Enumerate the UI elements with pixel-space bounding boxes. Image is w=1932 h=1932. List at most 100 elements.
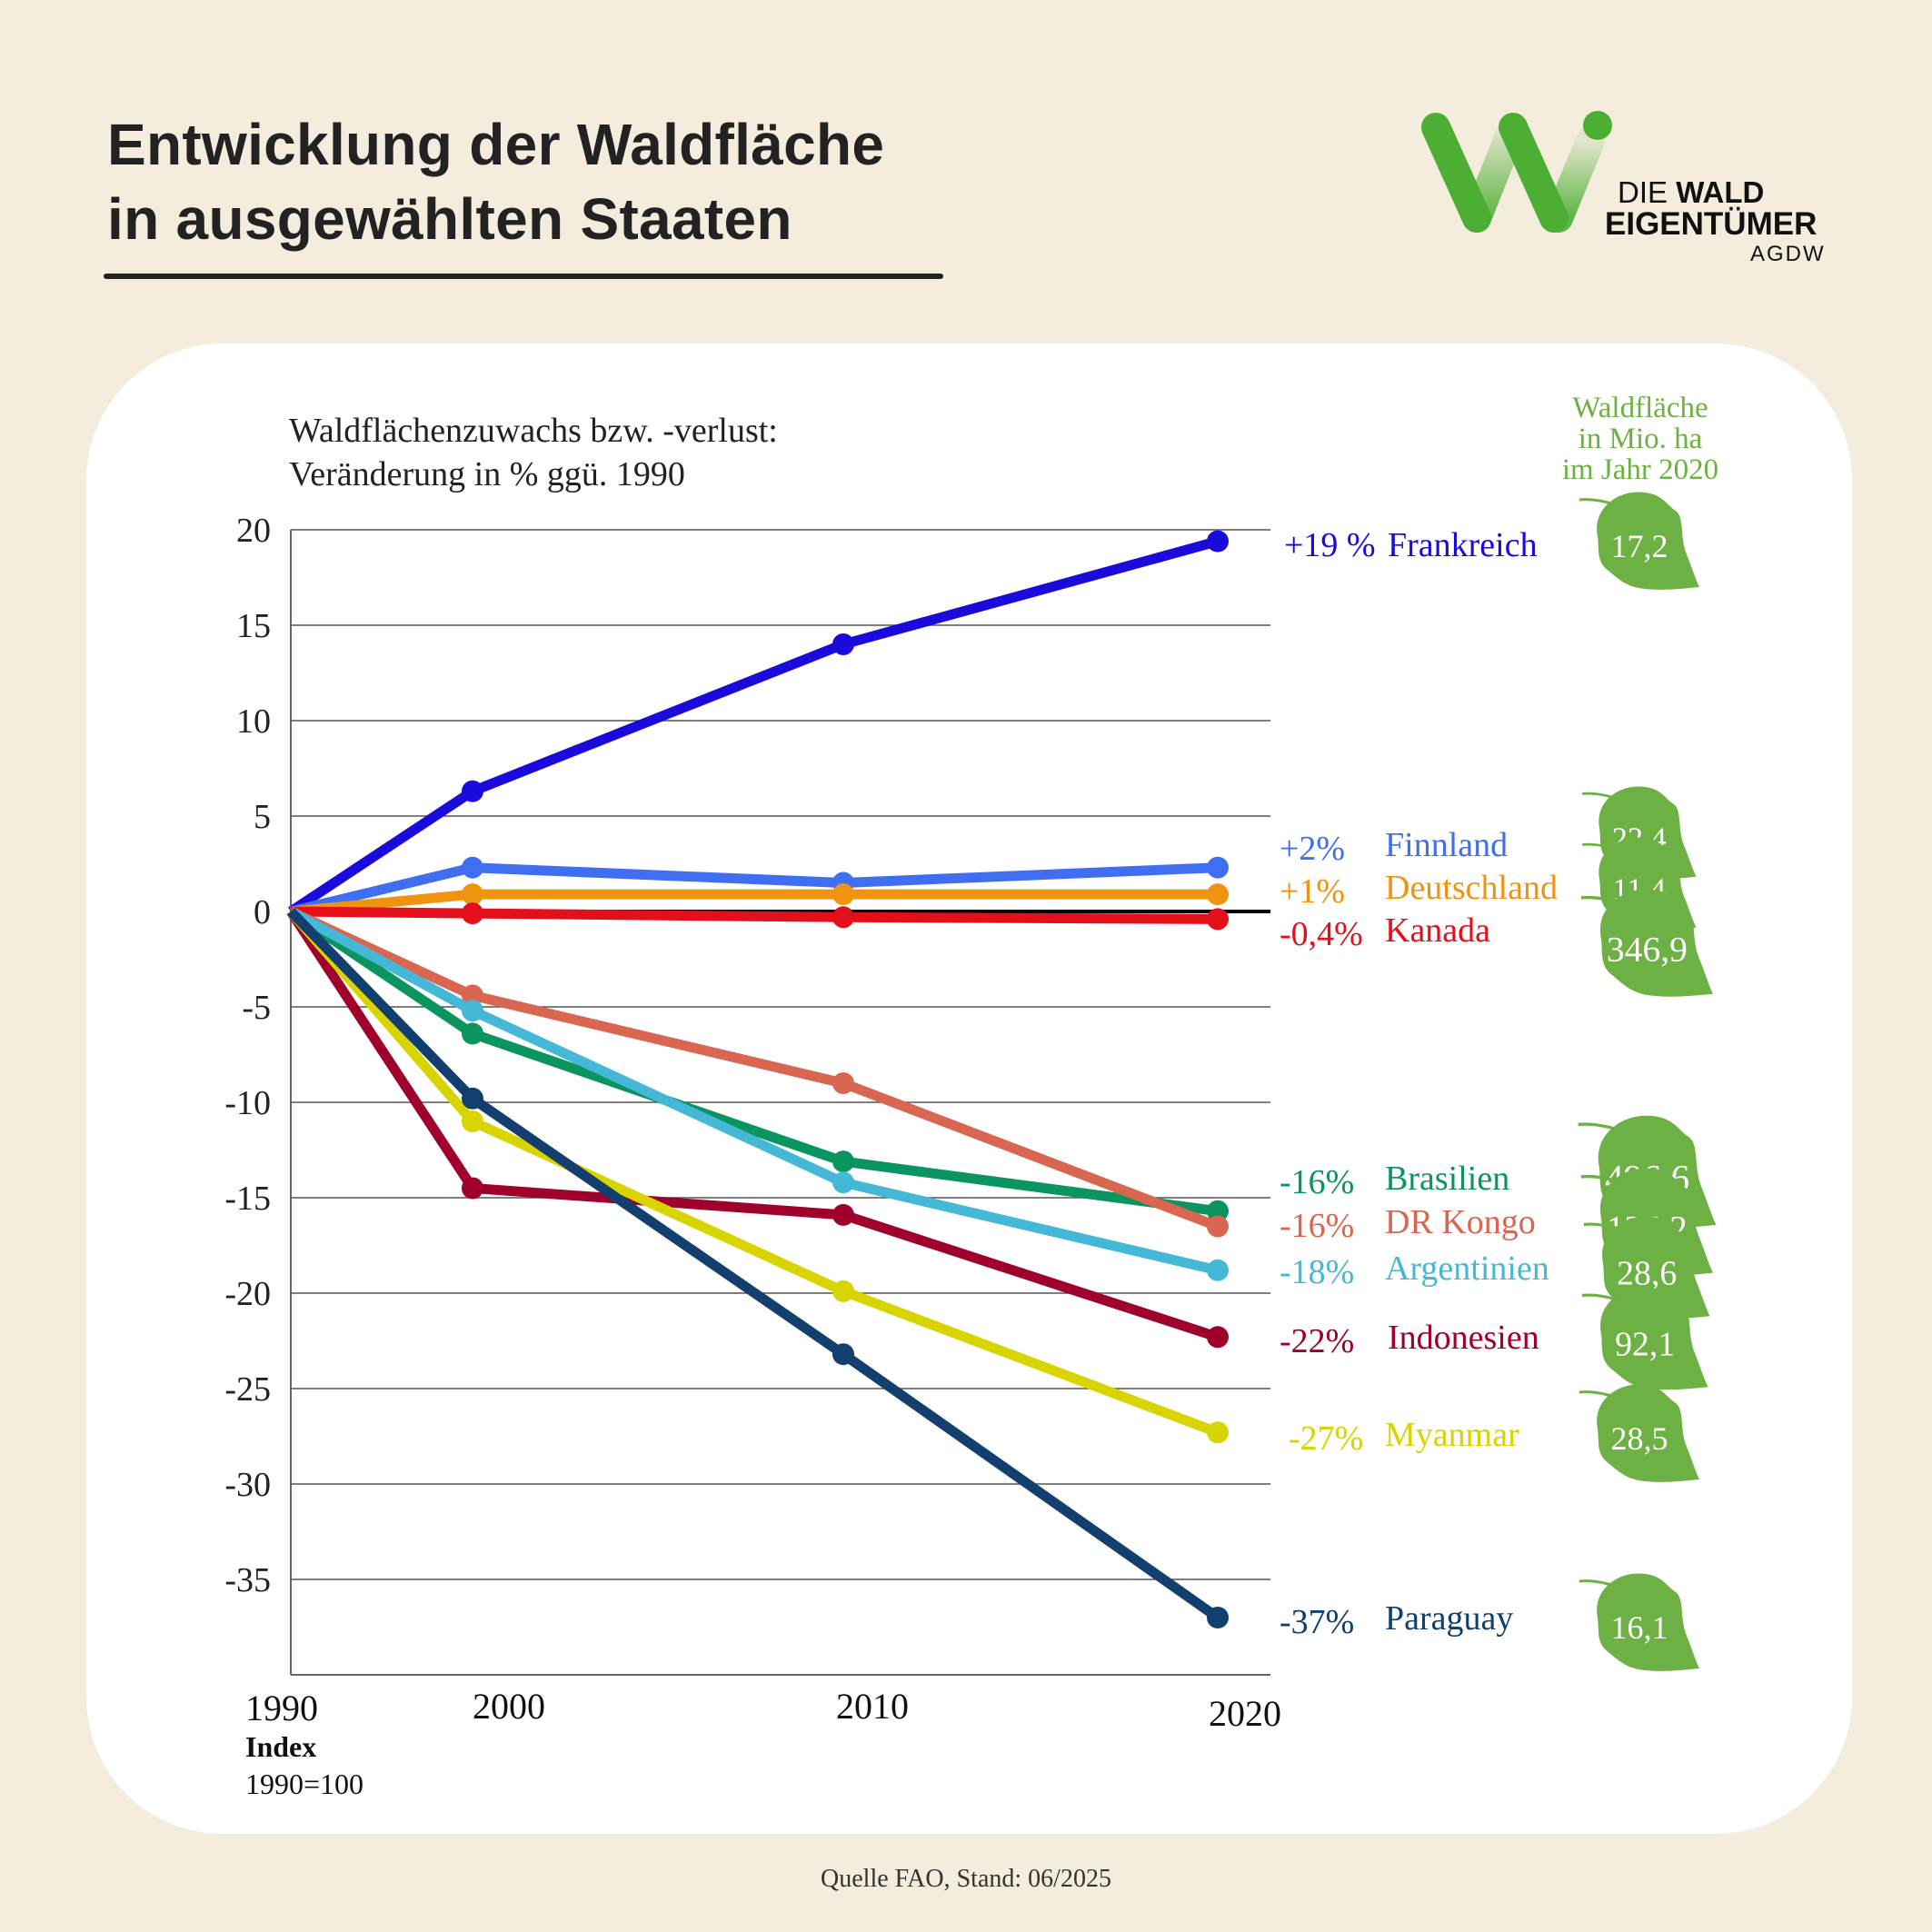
- data-point: [1207, 883, 1229, 906]
- title-underline: [104, 274, 943, 279]
- data-point: [1207, 908, 1229, 931]
- series-line-argentinien: [288, 907, 1220, 1276]
- area-value: 346,9: [1607, 929, 1688, 969]
- data-point: [462, 1177, 483, 1200]
- data-point: [832, 1343, 854, 1366]
- series-label-pct: +1%: [1280, 872, 1345, 911]
- y-axis-ticks: 20 15 10 5 0 -5 -10 -15 -20 -25 -30 -35: [224, 512, 271, 1599]
- series-label-pct: +19 %: [1284, 526, 1376, 564]
- leaf-icon: 28,5: [1578, 1384, 1699, 1482]
- data-point: [462, 1022, 483, 1045]
- logo-wald: WALD: [1676, 175, 1765, 209]
- area-value: 28,6: [1617, 1255, 1677, 1293]
- data-point: [462, 883, 483, 906]
- logo-line-1: DIE WALD: [1618, 175, 1764, 210]
- series-label-pct: -16%: [1280, 1163, 1354, 1201]
- grid: [290, 529, 1270, 1676]
- series-line-kanada: [290, 906, 1219, 924]
- x-axis-ticks: 1990 2000 2010 2020 Index 1990=100: [245, 1686, 1281, 1800]
- series-label-name: Myanmar: [1385, 1416, 1519, 1454]
- leaf-icon: 17,2: [1578, 492, 1699, 590]
- data-point: [1207, 1607, 1229, 1628]
- series-label-name: DR Kongo: [1385, 1203, 1536, 1241]
- area-value: 28,5: [1611, 1420, 1668, 1457]
- data-point: [832, 883, 854, 906]
- logo: DIE WALD EIGENTÜMER AGDW: [1409, 105, 1836, 277]
- logo-line-2: EIGENTÜMER: [1605, 206, 1817, 242]
- y-tick-label: -20: [224, 1275, 271, 1313]
- area-value: 16,1: [1611, 1609, 1668, 1646]
- series-label-name: Argentinien: [1385, 1250, 1549, 1288]
- y-tick-label: -35: [224, 1561, 271, 1599]
- series-line-dr-kongo: [288, 907, 1220, 1231]
- area-header-line-2: in Mio. ha: [1578, 423, 1703, 455]
- logo-die: DIE: [1618, 175, 1668, 209]
- series-label-name: Finnland: [1385, 826, 1508, 864]
- data-point: [462, 902, 483, 925]
- data-point: [832, 1280, 854, 1302]
- y-tick-label: -30: [224, 1466, 271, 1504]
- y-tick-label: 15: [236, 607, 271, 645]
- data-point: [462, 1110, 483, 1132]
- title-line-2: in ausgewählten Staaten: [107, 186, 792, 252]
- subtitle-line-1: Waldflächenzuwachs bzw. -verlust:: [289, 412, 778, 450]
- logo-w-icon: [1421, 111, 1612, 233]
- x-tick-label: 1990: [245, 1688, 318, 1728]
- series-label-name: Indonesien: [1388, 1319, 1539, 1357]
- area-header: Waldfläche in Mio. ha im Jahr 2020: [1527, 393, 1754, 485]
- area-header-line-3: im Jahr 2020: [1561, 453, 1719, 486]
- y-tick-label: -15: [224, 1180, 271, 1218]
- data-point: [462, 1087, 483, 1110]
- leaf-icon: 16,1: [1578, 1573, 1699, 1671]
- x-tick-label: 2010: [836, 1686, 909, 1727]
- data-point: [462, 1000, 483, 1022]
- series-line-deutschland: [290, 889, 1218, 917]
- data-point: [462, 856, 483, 879]
- series-label-name: Deutschland: [1385, 869, 1558, 907]
- data-point: [1207, 1200, 1229, 1222]
- series-line-paraguay: [287, 908, 1221, 1622]
- series-label-pct: -0,4%: [1280, 915, 1363, 953]
- data-point: [1207, 1259, 1229, 1281]
- x-tick-label: 2020: [1209, 1693, 1281, 1734]
- data-point: [832, 1203, 854, 1226]
- series-label-pct: -18%: [1280, 1253, 1354, 1291]
- series-label-name: Frankreich: [1388, 526, 1538, 564]
- area-leaves: 17,222,411,4346,9496,6126,228,692,128,51…: [1578, 492, 1717, 1671]
- series-label-pct: -22%: [1280, 1322, 1354, 1360]
- series-label-pct: -16%: [1280, 1207, 1354, 1245]
- logo-line-3: AGDW: [1750, 242, 1826, 266]
- data-point: [1207, 1421, 1229, 1444]
- data-point: [1207, 530, 1229, 553]
- chart-subtitle: Waldflächenzuwachs bzw. -verlust: Veränd…: [289, 409, 778, 496]
- data-point: [462, 984, 483, 1007]
- area-header-line-1: Waldfläche: [1572, 392, 1708, 424]
- series-line-finnland: [289, 862, 1219, 917]
- data-point: [1207, 856, 1229, 879]
- index-label: Index: [245, 1730, 316, 1763]
- data-point: [832, 1171, 854, 1194]
- data-point: [1207, 1326, 1229, 1349]
- area-value: 17,2: [1611, 528, 1668, 564]
- series-labels: +19 % Frankreich +2% Finnland +1% Deutschland…: [1280, 526, 1558, 1641]
- series-label-name: Brasilien: [1385, 1160, 1509, 1198]
- y-tick-label: 10: [236, 702, 271, 741]
- series-label-pct: +2%: [1280, 830, 1345, 868]
- leaf-icon: 92,1: [1581, 1287, 1708, 1390]
- series-label-name: Paraguay: [1385, 1599, 1513, 1638]
- x-tick-label: 2000: [473, 1686, 545, 1727]
- series-label-pct: -37%: [1280, 1603, 1354, 1641]
- data-point: [832, 633, 854, 655]
- data-point: [832, 1072, 854, 1094]
- series-line-frankreich: [287, 536, 1220, 916]
- series-label-pct: -27%: [1289, 1419, 1363, 1458]
- chart-card: [86, 344, 1852, 1834]
- series-line-myanmar: [286, 908, 1220, 1438]
- page-title: Entwicklung der Waldfläche in ausgewählt…: [107, 107, 884, 256]
- y-tick-label: -10: [224, 1084, 271, 1122]
- source-note: Quelle FAO, Stand: 06/2025: [821, 1865, 1111, 1893]
- series-lines: [286, 530, 1229, 1628]
- data-point: [832, 1150, 854, 1173]
- series-label-name: Kanada: [1385, 911, 1490, 950]
